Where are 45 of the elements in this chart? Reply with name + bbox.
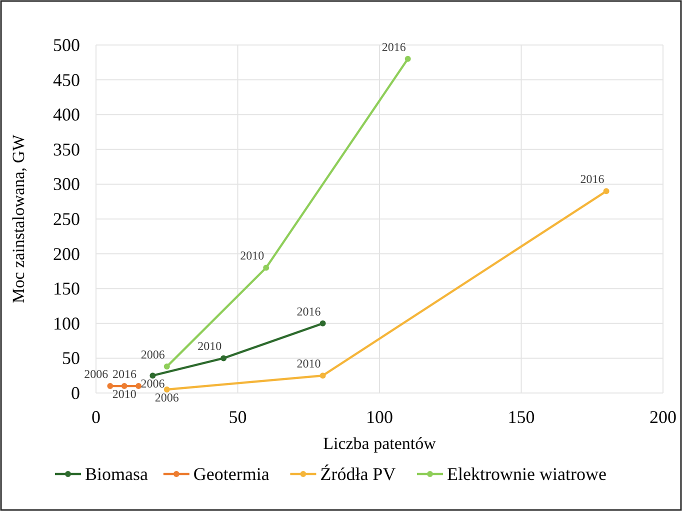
y-tick-label: 250 bbox=[53, 209, 80, 229]
x-tick-label: 200 bbox=[650, 407, 676, 427]
y-tick-label: 350 bbox=[53, 139, 80, 160]
point bbox=[121, 383, 128, 390]
y-tick-label: 450 bbox=[53, 70, 80, 90]
y-tick-label: 300 bbox=[53, 174, 80, 194]
annotation: 2010 bbox=[112, 387, 136, 402]
annotation: 2006 bbox=[140, 348, 165, 362]
point bbox=[320, 372, 326, 379]
point bbox=[150, 372, 156, 379]
point bbox=[603, 188, 610, 194]
annotation: 2006 bbox=[84, 367, 108, 382]
y-tick-label: 400 bbox=[53, 104, 80, 125]
x-tick-label: 0 bbox=[92, 407, 100, 427]
annotation: 2010 bbox=[198, 339, 222, 354]
x-axis-title: Liczba patentów bbox=[323, 434, 437, 453]
point bbox=[107, 383, 114, 390]
annotation: 2016 bbox=[296, 304, 321, 318]
annotation: 2016 bbox=[580, 172, 604, 186]
annotation: 2016 bbox=[382, 40, 406, 54]
y-tick-label: 50 bbox=[62, 348, 80, 368]
y-tick-label: 100 bbox=[53, 313, 80, 334]
point bbox=[164, 364, 170, 370]
x-tick-label: 150 bbox=[508, 407, 535, 427]
annotation: 2010 bbox=[296, 356, 321, 371]
y-tick-label: 150 bbox=[53, 278, 80, 299]
point bbox=[220, 355, 227, 362]
annotation: 2010 bbox=[240, 248, 264, 263]
x-tick-label: 100 bbox=[366, 407, 393, 427]
x-tick-label: 50 bbox=[228, 407, 247, 427]
legend-label: Elektrownie wiatrowe bbox=[447, 464, 606, 484]
y-tick-label: 200 bbox=[53, 244, 80, 264]
point bbox=[320, 320, 326, 326]
y-axis-title: Moc zainstalowana, GW bbox=[9, 134, 28, 304]
legend-label: Geotermia bbox=[193, 464, 270, 484]
point bbox=[164, 386, 170, 393]
legend-label: Źródła PV bbox=[320, 464, 396, 484]
point bbox=[404, 56, 411, 62]
annotation: 2006 bbox=[154, 390, 179, 405]
annotation: 2006 bbox=[140, 376, 165, 391]
legend-label: Biomasa bbox=[85, 464, 148, 484]
annotation: 2016 bbox=[112, 367, 137, 382]
point bbox=[263, 264, 270, 271]
y-tick-label: 0 bbox=[71, 383, 80, 403]
y-tick-label: 500 bbox=[53, 35, 80, 55]
